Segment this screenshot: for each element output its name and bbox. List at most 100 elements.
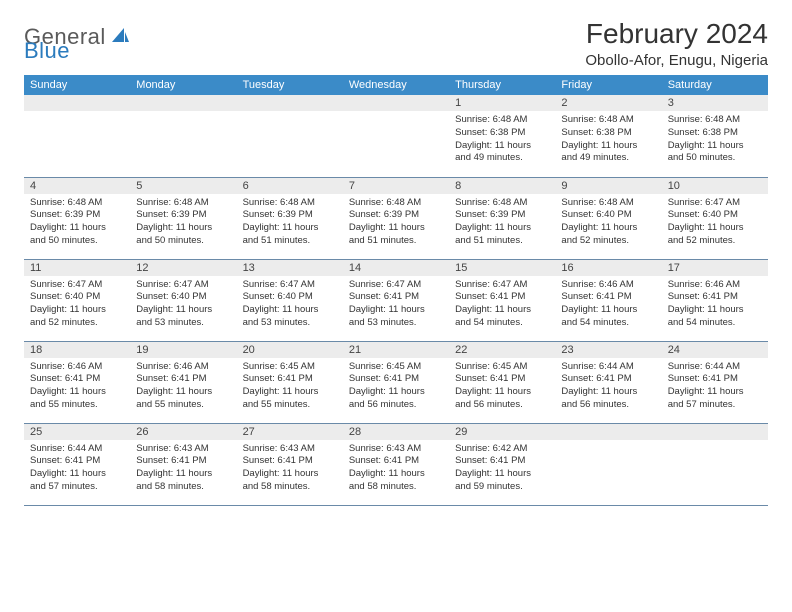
day-number: 25: [24, 424, 130, 440]
day-details: Sunrise: 6:47 AM Sunset: 6:40 PM Dayligh…: [24, 276, 130, 334]
day-number: 20: [237, 342, 343, 358]
day-details: Sunrise: 6:45 AM Sunset: 6:41 PM Dayligh…: [449, 358, 555, 416]
day-details: Sunrise: 6:47 AM Sunset: 6:40 PM Dayligh…: [662, 194, 768, 252]
header: General February 2024 Obollo-Afor, Enugu…: [24, 18, 768, 69]
day-number: 15: [449, 260, 555, 276]
brand-sail-icon: [110, 26, 130, 49]
day-details: Sunrise: 6:48 AM Sunset: 6:39 PM Dayligh…: [449, 194, 555, 252]
day-number: 11: [24, 260, 130, 276]
day-details: Sunrise: 6:44 AM Sunset: 6:41 PM Dayligh…: [662, 358, 768, 416]
day-number: 22: [449, 342, 555, 358]
day-number-bar: [662, 424, 768, 440]
calendar-week-row: 4Sunrise: 6:48 AM Sunset: 6:39 PM Daylig…: [24, 177, 768, 259]
day-number-bar: [130, 95, 236, 111]
weekday-header: Tuesday: [237, 75, 343, 95]
day-details: Sunrise: 6:48 AM Sunset: 6:40 PM Dayligh…: [555, 194, 661, 252]
day-number: 18: [24, 342, 130, 358]
brand-word-2: Blue: [24, 38, 70, 63]
day-number-bar: [237, 95, 343, 111]
calendar-day-cell: 7Sunrise: 6:48 AM Sunset: 6:39 PM Daylig…: [343, 177, 449, 259]
calendar-day-cell: 21Sunrise: 6:45 AM Sunset: 6:41 PM Dayli…: [343, 341, 449, 423]
weekday-header: Monday: [130, 75, 236, 95]
brand-word-2-wrap: Blue: [24, 38, 70, 64]
calendar-week-row: 25Sunrise: 6:44 AM Sunset: 6:41 PM Dayli…: [24, 423, 768, 505]
weekday-header: Sunday: [24, 75, 130, 95]
calendar-empty-cell: [237, 95, 343, 177]
day-details: Sunrise: 6:48 AM Sunset: 6:39 PM Dayligh…: [24, 194, 130, 252]
calendar-week-row: 1Sunrise: 6:48 AM Sunset: 6:38 PM Daylig…: [24, 95, 768, 177]
day-details: Sunrise: 6:44 AM Sunset: 6:41 PM Dayligh…: [24, 440, 130, 498]
day-number: 4: [24, 178, 130, 194]
calendar-day-cell: 10Sunrise: 6:47 AM Sunset: 6:40 PM Dayli…: [662, 177, 768, 259]
calendar-header-row: SundayMondayTuesdayWednesdayThursdayFrid…: [24, 75, 768, 95]
day-number-bar: [555, 424, 661, 440]
day-details: Sunrise: 6:45 AM Sunset: 6:41 PM Dayligh…: [343, 358, 449, 416]
day-number: 17: [662, 260, 768, 276]
calendar-day-cell: 6Sunrise: 6:48 AM Sunset: 6:39 PM Daylig…: [237, 177, 343, 259]
weekday-header: Friday: [555, 75, 661, 95]
day-details: Sunrise: 6:45 AM Sunset: 6:41 PM Dayligh…: [237, 358, 343, 416]
calendar-day-cell: 16Sunrise: 6:46 AM Sunset: 6:41 PM Dayli…: [555, 259, 661, 341]
day-details: Sunrise: 6:46 AM Sunset: 6:41 PM Dayligh…: [662, 276, 768, 334]
calendar-week-row: 18Sunrise: 6:46 AM Sunset: 6:41 PM Dayli…: [24, 341, 768, 423]
calendar-empty-cell: [130, 95, 236, 177]
day-number: 24: [662, 342, 768, 358]
day-number: 10: [662, 178, 768, 194]
day-number: 29: [449, 424, 555, 440]
day-details: Sunrise: 6:42 AM Sunset: 6:41 PM Dayligh…: [449, 440, 555, 498]
day-details: Sunrise: 6:44 AM Sunset: 6:41 PM Dayligh…: [555, 358, 661, 416]
calendar-empty-cell: [555, 423, 661, 505]
day-details: Sunrise: 6:48 AM Sunset: 6:39 PM Dayligh…: [237, 194, 343, 252]
calendar-body: 1Sunrise: 6:48 AM Sunset: 6:38 PM Daylig…: [24, 95, 768, 505]
month-title: February 2024: [585, 18, 768, 50]
calendar-empty-cell: [24, 95, 130, 177]
weekday-header: Thursday: [449, 75, 555, 95]
calendar-day-cell: 24Sunrise: 6:44 AM Sunset: 6:41 PM Dayli…: [662, 341, 768, 423]
day-number-bar: [343, 95, 449, 111]
day-details: Sunrise: 6:46 AM Sunset: 6:41 PM Dayligh…: [24, 358, 130, 416]
day-number: 12: [130, 260, 236, 276]
day-number: 21: [343, 342, 449, 358]
calendar-day-cell: 5Sunrise: 6:48 AM Sunset: 6:39 PM Daylig…: [130, 177, 236, 259]
day-number-bar: [24, 95, 130, 111]
calendar-day-cell: 25Sunrise: 6:44 AM Sunset: 6:41 PM Dayli…: [24, 423, 130, 505]
day-number: 6: [237, 178, 343, 194]
day-details: Sunrise: 6:48 AM Sunset: 6:38 PM Dayligh…: [555, 111, 661, 169]
day-details: Sunrise: 6:46 AM Sunset: 6:41 PM Dayligh…: [130, 358, 236, 416]
calendar-day-cell: 15Sunrise: 6:47 AM Sunset: 6:41 PM Dayli…: [449, 259, 555, 341]
calendar-week-row: 11Sunrise: 6:47 AM Sunset: 6:40 PM Dayli…: [24, 259, 768, 341]
calendar-day-cell: 22Sunrise: 6:45 AM Sunset: 6:41 PM Dayli…: [449, 341, 555, 423]
calendar-day-cell: 17Sunrise: 6:46 AM Sunset: 6:41 PM Dayli…: [662, 259, 768, 341]
day-number: 8: [449, 178, 555, 194]
calendar-day-cell: 9Sunrise: 6:48 AM Sunset: 6:40 PM Daylig…: [555, 177, 661, 259]
calendar-day-cell: 11Sunrise: 6:47 AM Sunset: 6:40 PM Dayli…: [24, 259, 130, 341]
calendar-day-cell: 13Sunrise: 6:47 AM Sunset: 6:40 PM Dayli…: [237, 259, 343, 341]
weekday-header: Wednesday: [343, 75, 449, 95]
calendar-day-cell: 20Sunrise: 6:45 AM Sunset: 6:41 PM Dayli…: [237, 341, 343, 423]
day-details: Sunrise: 6:47 AM Sunset: 6:40 PM Dayligh…: [130, 276, 236, 334]
calendar-table: SundayMondayTuesdayWednesdayThursdayFrid…: [24, 75, 768, 506]
day-number: 5: [130, 178, 236, 194]
day-details: Sunrise: 6:43 AM Sunset: 6:41 PM Dayligh…: [343, 440, 449, 498]
calendar-day-cell: 3Sunrise: 6:48 AM Sunset: 6:38 PM Daylig…: [662, 95, 768, 177]
calendar-day-cell: 27Sunrise: 6:43 AM Sunset: 6:41 PM Dayli…: [237, 423, 343, 505]
day-details: Sunrise: 6:48 AM Sunset: 6:39 PM Dayligh…: [343, 194, 449, 252]
calendar-day-cell: 8Sunrise: 6:48 AM Sunset: 6:39 PM Daylig…: [449, 177, 555, 259]
calendar-day-cell: 2Sunrise: 6:48 AM Sunset: 6:38 PM Daylig…: [555, 95, 661, 177]
day-number: 26: [130, 424, 236, 440]
calendar-day-cell: 18Sunrise: 6:46 AM Sunset: 6:41 PM Dayli…: [24, 341, 130, 423]
calendar-day-cell: 19Sunrise: 6:46 AM Sunset: 6:41 PM Dayli…: [130, 341, 236, 423]
day-number: 9: [555, 178, 661, 194]
day-number: 13: [237, 260, 343, 276]
day-number: 16: [555, 260, 661, 276]
calendar-day-cell: 29Sunrise: 6:42 AM Sunset: 6:41 PM Dayli…: [449, 423, 555, 505]
title-block: February 2024 Obollo-Afor, Enugu, Nigeri…: [585, 18, 768, 69]
calendar-day-cell: 1Sunrise: 6:48 AM Sunset: 6:38 PM Daylig…: [449, 95, 555, 177]
calendar-day-cell: 4Sunrise: 6:48 AM Sunset: 6:39 PM Daylig…: [24, 177, 130, 259]
calendar-empty-cell: [343, 95, 449, 177]
calendar-day-cell: 28Sunrise: 6:43 AM Sunset: 6:41 PM Dayli…: [343, 423, 449, 505]
day-details: Sunrise: 6:48 AM Sunset: 6:38 PM Dayligh…: [662, 111, 768, 169]
day-number: 23: [555, 342, 661, 358]
calendar-day-cell: 14Sunrise: 6:47 AM Sunset: 6:41 PM Dayli…: [343, 259, 449, 341]
day-number: 19: [130, 342, 236, 358]
